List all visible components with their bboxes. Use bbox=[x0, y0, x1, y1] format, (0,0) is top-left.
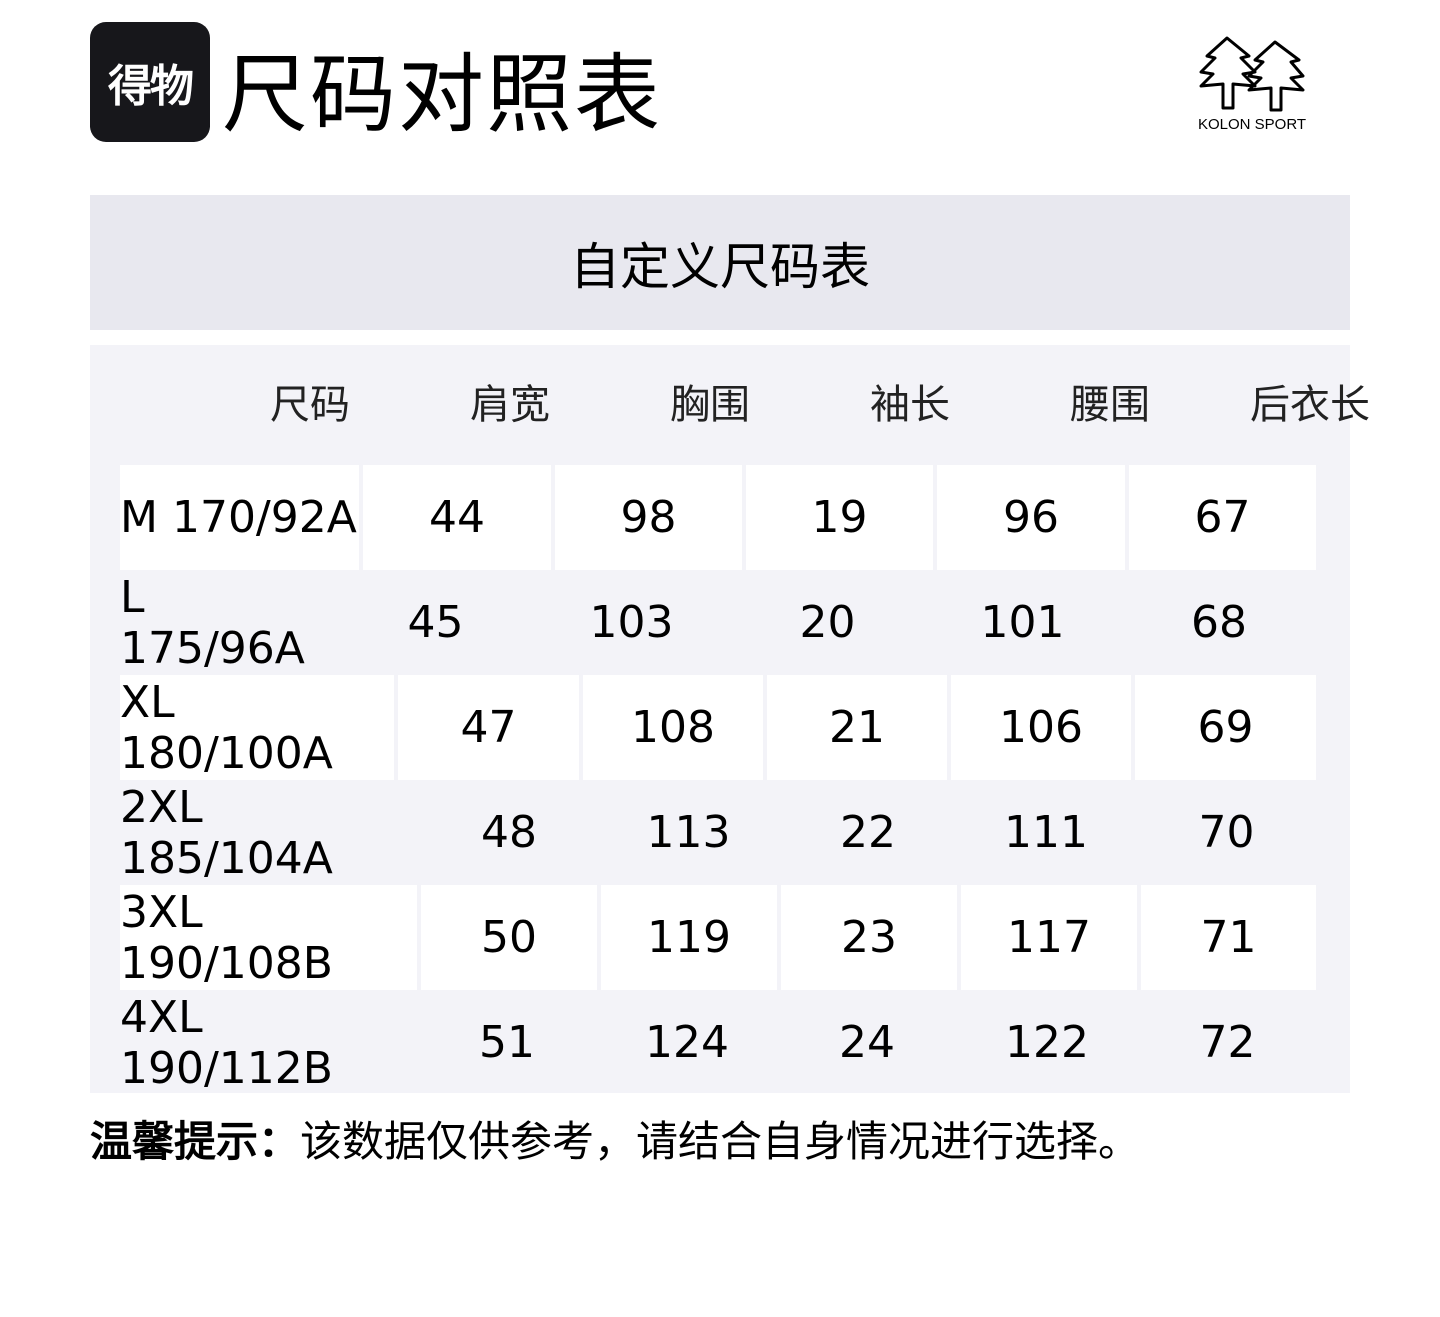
measurement-cell: 48 bbox=[481, 807, 537, 858]
measurement-cell: 96 bbox=[937, 465, 1125, 570]
size-label-cell: 3XL 190/108B bbox=[120, 885, 417, 990]
table-row: 2XL 185/104A 48 113 22 111 70 bbox=[120, 780, 1316, 885]
measurement-cell: 21 bbox=[767, 675, 947, 780]
table-title: 自定义尺码表 bbox=[90, 195, 1350, 330]
size-label-cell: M 170/92A bbox=[120, 465, 359, 570]
column-header: 尺码 bbox=[270, 382, 350, 428]
dewu-logo-badge: 得物 bbox=[90, 22, 210, 142]
measurement-cell: 44 bbox=[363, 465, 551, 570]
measurement-cell: 117 bbox=[961, 885, 1137, 990]
table-row: 3XL 190/108B 50 119 23 117 71 bbox=[120, 885, 1316, 990]
measurement-cell: 24 bbox=[839, 1017, 895, 1068]
measurement-cell: 103 bbox=[589, 597, 674, 648]
measurement-cell: 67 bbox=[1129, 465, 1316, 570]
measurement-cell: 70 bbox=[1198, 807, 1255, 858]
size-label-cell: L 175/96A bbox=[120, 571, 305, 674]
measurement-cell: 111 bbox=[1004, 807, 1088, 858]
size-table: 尺码 肩宽 胸围 袖长 腰围 后衣长 M 170/92A 44 98 19 96 67 L … bbox=[90, 345, 1370, 1095]
kolon-sport-logo: KOLON SPORT bbox=[1192, 32, 1312, 142]
measurement-cell: 101 bbox=[980, 597, 1065, 648]
measurement-cell: 71 bbox=[1141, 885, 1316, 990]
size-label-cell: 2XL 185/104A bbox=[120, 781, 333, 884]
page-title: 尺码对照表 bbox=[222, 45, 662, 145]
column-header: 腰围 bbox=[1070, 382, 1150, 428]
measurement-cell: 124 bbox=[645, 1017, 729, 1068]
tip-label: 温馨提示： bbox=[90, 1117, 301, 1166]
measurement-cell: 122 bbox=[1005, 1017, 1089, 1068]
column-header: 肩宽 bbox=[470, 382, 550, 428]
measurement-cell: 23 bbox=[781, 885, 957, 990]
measurement-cell: 113 bbox=[646, 807, 731, 858]
size-label-cell: XL 180/100A bbox=[120, 675, 394, 780]
measurement-cell: 98 bbox=[555, 465, 742, 570]
measurement-cell: 50 bbox=[421, 885, 597, 990]
tip-text: 该数据仅供参考，请结合自身情况进行选择。 bbox=[300, 1117, 1141, 1166]
measurement-cell: 106 bbox=[951, 675, 1131, 780]
table-row: L 175/96A 45 103 20 101 68 bbox=[120, 570, 1316, 675]
measurement-cell: 22 bbox=[840, 807, 896, 858]
measurement-cell: 51 bbox=[479, 1017, 535, 1068]
column-header: 袖长 bbox=[870, 382, 950, 428]
size-label-cell: 4XL 190/112B bbox=[120, 991, 333, 1094]
table-header-row: 尺码 肩宽 胸围 袖长 腰围 后衣长 bbox=[210, 345, 1410, 465]
tip-note: 温馨提示：该数据仅供参考，请结合自身情况进行选择。 bbox=[90, 1112, 1140, 1172]
table-row: M 170/92A 44 98 19 96 67 bbox=[120, 465, 1316, 570]
measurement-cell: 68 bbox=[1191, 597, 1247, 648]
column-header: 胸围 bbox=[670, 382, 750, 428]
measurement-cell: 19 bbox=[746, 465, 933, 570]
brand-name: KOLON SPORT bbox=[1197, 116, 1307, 133]
measurement-cell: 47 bbox=[398, 675, 579, 780]
measurement-cell: 69 bbox=[1135, 675, 1316, 780]
measurement-cell: 45 bbox=[407, 597, 464, 648]
measurement-cell: 119 bbox=[601, 885, 777, 990]
kolon-tree-icon bbox=[1199, 36, 1305, 112]
table-row: 4XL 190/112B 51 124 24 122 72 bbox=[120, 990, 1316, 1095]
measurement-cell: 72 bbox=[1199, 1017, 1256, 1068]
measurement-cell: 20 bbox=[799, 597, 856, 648]
table-row: XL 180/100A 47 108 21 106 69 bbox=[120, 675, 1316, 780]
column-header: 后衣长 bbox=[1250, 382, 1370, 428]
measurement-cell: 108 bbox=[583, 675, 763, 780]
